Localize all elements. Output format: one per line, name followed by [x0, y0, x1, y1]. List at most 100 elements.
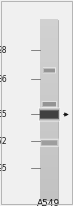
Bar [40, 122, 58, 125]
Bar [43, 68, 56, 74]
Bar [41, 101, 57, 109]
Bar [40, 74, 58, 77]
Bar [40, 92, 58, 95]
Bar [40, 113, 58, 116]
Bar [40, 140, 58, 143]
Bar [42, 141, 57, 145]
Bar [42, 102, 56, 107]
Bar [41, 140, 58, 146]
Bar [39, 138, 59, 148]
Bar [40, 44, 58, 48]
Bar [40, 125, 58, 128]
Bar [40, 29, 58, 33]
Text: A549: A549 [37, 198, 61, 206]
Bar [40, 187, 58, 191]
Bar [43, 68, 56, 74]
Bar [40, 32, 58, 35]
Bar [40, 101, 58, 104]
Bar [40, 158, 58, 161]
Bar [40, 62, 58, 66]
Bar [40, 98, 58, 101]
Bar [40, 47, 58, 50]
Bar [40, 83, 58, 86]
Bar [40, 116, 58, 119]
Bar [42, 68, 56, 75]
Bar [40, 152, 58, 155]
Bar [40, 139, 59, 147]
Text: 55: 55 [0, 110, 7, 119]
Bar [39, 138, 59, 148]
Bar [38, 107, 61, 123]
Bar [40, 65, 58, 68]
Bar [40, 139, 58, 147]
Bar [40, 77, 58, 80]
Bar [39, 109, 60, 121]
Bar [40, 139, 59, 147]
Bar [39, 108, 60, 122]
Bar [40, 107, 58, 110]
Bar [40, 86, 58, 89]
Bar [40, 161, 58, 164]
Bar [40, 53, 58, 56]
Bar [39, 109, 59, 121]
Bar [40, 128, 58, 131]
Bar [40, 59, 58, 62]
Bar [40, 166, 58, 170]
Bar [43, 103, 56, 107]
Bar [40, 38, 58, 42]
Bar [43, 69, 55, 73]
Bar [40, 137, 58, 140]
Bar [40, 20, 58, 24]
Text: 72: 72 [0, 137, 7, 146]
Bar [38, 108, 60, 122]
Bar [40, 185, 58, 188]
Bar [40, 50, 58, 54]
Bar [40, 80, 58, 83]
Bar [42, 102, 56, 107]
Bar [40, 119, 58, 122]
Bar [40, 68, 58, 71]
Bar [40, 110, 59, 120]
Bar [40, 131, 58, 134]
Text: 28: 28 [0, 46, 7, 55]
Bar [41, 141, 57, 146]
Bar [44, 69, 55, 73]
Bar [40, 170, 58, 173]
Bar [40, 35, 58, 39]
Bar [43, 103, 56, 107]
Bar [43, 69, 55, 73]
Bar [40, 181, 58, 185]
Bar [40, 71, 58, 74]
Bar [41, 140, 58, 147]
Bar [40, 164, 58, 167]
Bar [40, 172, 58, 176]
Bar [44, 69, 55, 73]
Bar [40, 21, 58, 200]
Bar [40, 23, 58, 27]
Bar [40, 89, 58, 92]
Bar [40, 146, 58, 149]
Bar [43, 69, 55, 74]
Bar [42, 101, 57, 108]
Bar [43, 68, 56, 74]
Bar [40, 193, 58, 197]
Bar [40, 111, 58, 119]
Bar [40, 197, 58, 200]
Bar [40, 190, 58, 194]
Bar [38, 107, 61, 123]
Bar [42, 102, 57, 108]
Bar [40, 143, 58, 146]
Bar [40, 178, 58, 182]
Text: 95: 95 [0, 163, 7, 172]
Bar [40, 56, 58, 59]
Bar [41, 101, 57, 108]
Bar [42, 102, 57, 108]
Bar [40, 95, 58, 98]
Bar [40, 149, 58, 152]
Bar [40, 41, 58, 44]
Bar [41, 101, 58, 109]
Bar [41, 140, 58, 146]
Bar [37, 106, 61, 124]
Bar [40, 154, 58, 158]
Bar [40, 110, 59, 119]
